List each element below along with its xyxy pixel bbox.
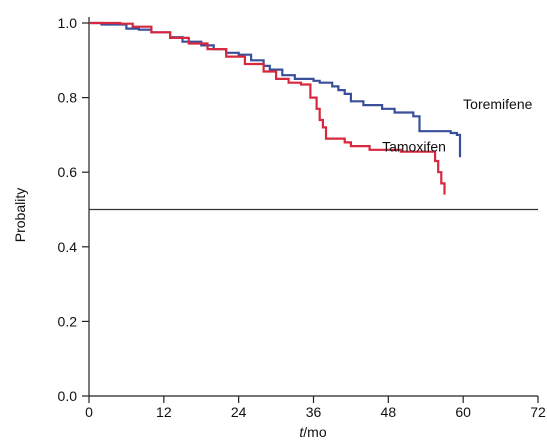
series-tamoxifen-curve	[89, 21, 446, 195]
x-axis-title-italic: t	[299, 424, 304, 440]
labels-group: Toremifene Tamoxifen	[382, 96, 533, 155]
x-tick-label: 60	[455, 404, 471, 420]
series-label-toremifene: Toremifene	[463, 96, 532, 112]
series-toremifene-curve	[89, 21, 462, 158]
y-tick-label: 0.8	[58, 90, 78, 106]
y-tick-label: 0.4	[58, 239, 78, 255]
x-tick-label: 24	[231, 404, 247, 420]
curves-group	[89, 21, 462, 195]
x-tick-label: 0	[85, 404, 93, 420]
y-tick-label: 0.2	[58, 313, 78, 329]
x-tick-label: 48	[381, 404, 397, 420]
x-tick-label: 12	[156, 404, 172, 420]
series-label-tamoxifen: Tamoxifen	[382, 139, 446, 155]
y-tick-label: 1.0	[58, 15, 78, 31]
axes-group: 0.0 0.2 0.4 0.6 0.8 1.0 0 12 24 36 48 60 72	[58, 15, 546, 420]
y-tick-label: 0.0	[58, 388, 78, 404]
y-axis-title: Probality	[12, 188, 28, 242]
x-tick-label: 36	[306, 404, 322, 420]
x-tick-label: 72	[530, 404, 546, 420]
x-axis-title: t/mo	[299, 424, 326, 440]
y-tick-label: 0.6	[58, 164, 78, 180]
x-axis-title-rest: /mo	[303, 424, 327, 440]
